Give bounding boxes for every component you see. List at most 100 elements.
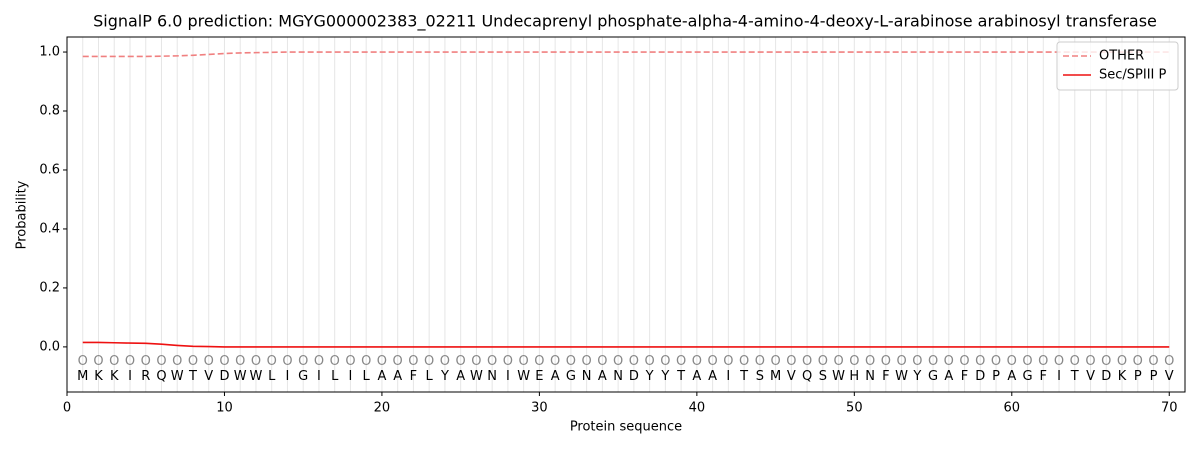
state-label: O <box>550 354 560 369</box>
state-label: O <box>204 354 214 369</box>
state-label: O <box>660 354 670 369</box>
state-label: O <box>219 354 229 369</box>
residue-label: D <box>1101 369 1111 384</box>
residue-label: M <box>77 369 88 384</box>
y-tick-label: 0.0 <box>39 339 60 354</box>
y-tick-label: 0.2 <box>39 280 60 295</box>
residue-label: T <box>188 369 197 384</box>
residue-label: S <box>819 369 827 384</box>
residue-label: I <box>128 369 132 384</box>
x-tick-label: 30 <box>531 401 548 416</box>
residue-label: E <box>535 369 543 384</box>
residue-label: W <box>250 369 263 384</box>
residue-label: T <box>1070 369 1079 384</box>
residue-label: I <box>317 369 321 384</box>
state-label: O <box>377 354 387 369</box>
residue-label: W <box>832 369 845 384</box>
residue-label: D <box>629 369 639 384</box>
state-label: O <box>330 354 340 369</box>
x-tick-label: 70 <box>1161 401 1178 416</box>
state-label: O <box>1148 354 1158 369</box>
legend-label: OTHER <box>1099 49 1144 64</box>
residue-label: Y <box>912 369 921 384</box>
state-label: O <box>78 354 88 369</box>
x-axis-label: Protein sequence <box>570 420 682 435</box>
chart-title: SignalP 6.0 prediction: MGYG000002383_02… <box>93 12 1157 32</box>
state-label: O <box>188 354 198 369</box>
state-label: O <box>141 354 151 369</box>
state-label: O <box>833 354 843 369</box>
state-label: O <box>1117 354 1127 369</box>
residue-label: Y <box>645 369 654 384</box>
x-tick-label: 10 <box>216 401 233 416</box>
residue-label: A <box>708 369 717 384</box>
state-label: O <box>566 354 576 369</box>
plot-frame <box>66 36 1186 393</box>
y-tick-label: 1.0 <box>39 45 60 60</box>
state-label: O <box>408 354 418 369</box>
residue-label: W <box>171 369 184 384</box>
state-label: O <box>125 354 135 369</box>
state-label: O <box>676 354 686 369</box>
residue-label: L <box>331 369 339 384</box>
residue-label: I <box>1057 369 1061 384</box>
state-label: O <box>1133 354 1143 369</box>
residue-label: K <box>1118 369 1127 384</box>
residue-label: A <box>944 369 953 384</box>
state-label: O <box>424 354 434 369</box>
residue-label: L <box>426 369 434 384</box>
y-tick-label: 0.8 <box>39 104 60 119</box>
state-label: O <box>345 354 355 369</box>
state-label: O <box>314 354 324 369</box>
state-label: O <box>1101 354 1111 369</box>
x-tick-label: 50 <box>846 401 863 416</box>
state-label: O <box>991 354 1001 369</box>
residue-label: A <box>377 369 386 384</box>
residue-label: A <box>393 369 402 384</box>
residue-label: V <box>1086 369 1095 384</box>
state-label: O <box>912 354 922 369</box>
state-label: O <box>849 354 859 369</box>
state-label: O <box>786 354 796 369</box>
state-label: O <box>251 354 261 369</box>
residue-label: N <box>865 369 875 384</box>
state-label: O <box>534 354 544 369</box>
state-label: O <box>503 354 513 369</box>
state-label: O <box>707 354 717 369</box>
state-label: O <box>1054 354 1064 369</box>
residue-label: I <box>286 369 290 384</box>
residue-label: V <box>204 369 213 384</box>
residue-label: Y <box>440 369 449 384</box>
residue-label: P <box>1150 369 1158 384</box>
residue-label: D <box>219 369 229 384</box>
state-label: O <box>456 354 466 369</box>
residue-label: Q <box>156 369 166 384</box>
residue-label: A <box>456 369 465 384</box>
state-label: O <box>739 354 749 369</box>
residue-label: R <box>141 369 150 384</box>
residue-label: F <box>1040 369 1047 384</box>
residue-label: V <box>1165 369 1174 384</box>
state-label: O <box>1007 354 1017 369</box>
residue-label: L <box>268 369 276 384</box>
x-tick-label: 40 <box>689 401 706 416</box>
state-label: O <box>361 354 371 369</box>
residue-label: F <box>410 369 417 384</box>
residue-label: I <box>506 369 510 384</box>
y-axis-label: Probability <box>15 180 30 249</box>
state-label: O <box>865 354 875 369</box>
state-label: O <box>1022 354 1032 369</box>
residue-label: T <box>676 369 685 384</box>
legend-box <box>1056 41 1179 91</box>
residue-label: V <box>787 369 796 384</box>
residue-label: A <box>1007 369 1016 384</box>
state-label: O <box>1085 354 1095 369</box>
residue-label: W <box>234 369 247 384</box>
state-label: O <box>267 354 277 369</box>
residue-label: K <box>94 369 103 384</box>
residue-label: P <box>992 369 1000 384</box>
state-label: O <box>770 354 780 369</box>
y-tick-label: 0.6 <box>39 162 60 177</box>
residue-label: A <box>551 369 560 384</box>
residue-label: G <box>1022 369 1032 384</box>
